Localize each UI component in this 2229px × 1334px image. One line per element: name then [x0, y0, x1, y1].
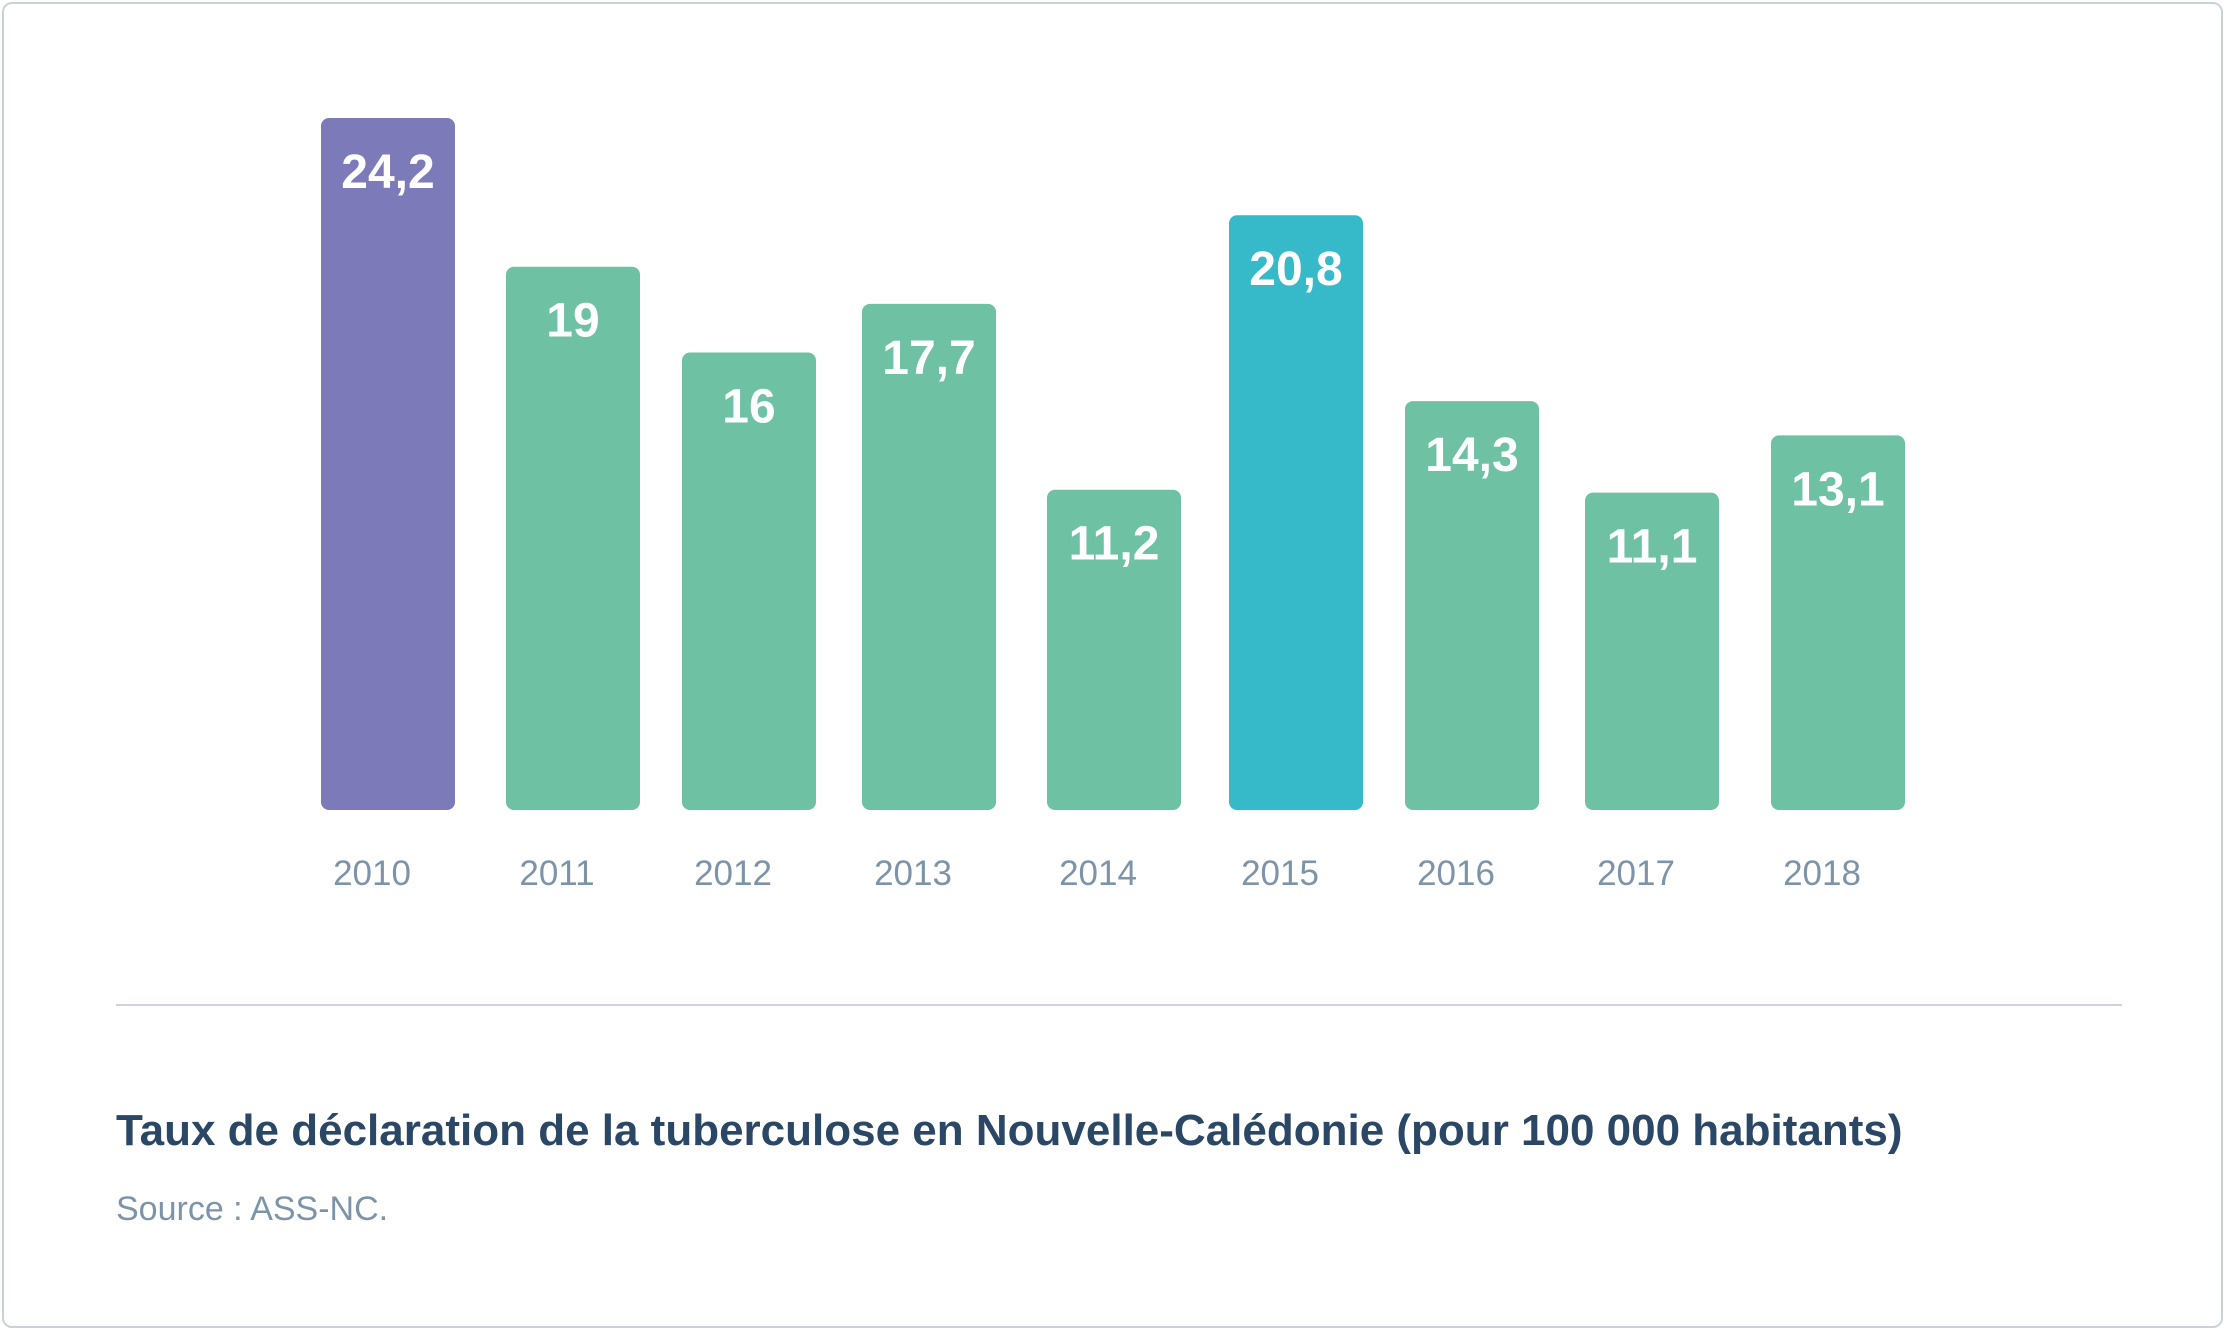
value-label-2018: 13,1 [1791, 463, 1884, 516]
chart-caption: Taux de déclaration de la tuberculose en… [116, 1106, 1903, 1155]
value-label-2012: 16 [722, 380, 775, 433]
x-tick-label-2013: 2013 [874, 854, 952, 893]
x-tick-label-2016: 2016 [1417, 854, 1495, 893]
bar-2015 [1229, 215, 1363, 810]
bar-2010 [321, 118, 455, 810]
x-tick-label-2014: 2014 [1059, 854, 1137, 893]
x-tick-label-2011: 2011 [519, 854, 594, 893]
value-label-2010: 24,2 [341, 146, 434, 199]
value-label-2017: 11,1 [1607, 521, 1698, 574]
x-tick-label-2018: 2018 [1783, 854, 1861, 893]
x-tick-label-2015: 2015 [1241, 854, 1319, 893]
bar-2017 [1585, 492, 1719, 810]
bar-2014 [1047, 489, 1181, 810]
value-label-2016: 14,3 [1425, 429, 1518, 482]
bar-chart: 24,2 2010 19 2011 16 2012 17,7 2013 11,2 2014 20,8… [321, 118, 1905, 893]
divider [116, 1004, 2122, 1006]
x-tick-label-2010: 2010 [333, 854, 411, 893]
value-label-2011: 19 [546, 295, 599, 348]
value-label-2013: 17,7 [882, 332, 975, 385]
bar-2016 [1405, 401, 1539, 810]
value-label-2015: 20,8 [1249, 243, 1342, 296]
bar-2013 [862, 303, 996, 810]
x-tick-label-2017: 2017 [1597, 854, 1675, 893]
bar-2012 [682, 352, 816, 810]
x-tick-label-2012: 2012 [694, 854, 772, 893]
bar-2011 [506, 266, 640, 810]
value-label-2014: 11,2 [1069, 518, 1160, 571]
bar-2018 [1771, 435, 1905, 810]
chart-source: Source : ASS-NC. [116, 1190, 389, 1228]
